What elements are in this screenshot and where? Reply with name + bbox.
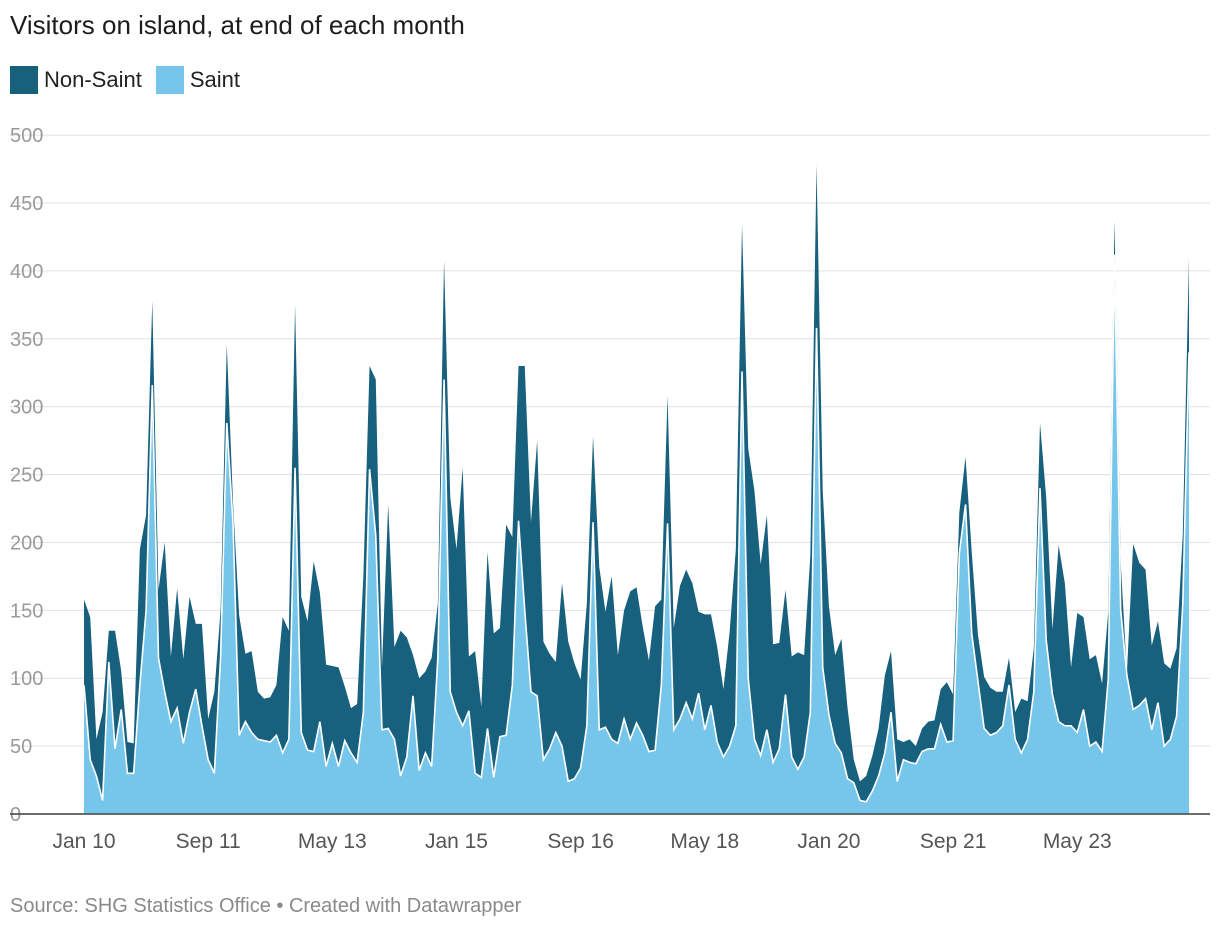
y-tick-label: 200 [10, 532, 43, 554]
y-tick-label: 0 [10, 804, 21, 826]
saint-area [84, 254, 1189, 815]
y-tick-label: 400 [10, 261, 43, 283]
legend-label-saint: Saint [189, 67, 240, 92]
x-tick-label: Jan 20 [797, 830, 860, 853]
y-tick-label: 150 [10, 600, 43, 622]
legend-swatch-non-saint [10, 66, 38, 94]
saint-boundary-line [83, 254, 1190, 803]
y-tick-label: 100 [10, 668, 43, 690]
x-tick-label: Sep 21 [920, 830, 987, 853]
y-tick-label: 500 [10, 125, 43, 147]
area-chart: 0 50 100 150 200 250 300 350 400 450 500 Jan 10 Sep … [10, 125, 1210, 853]
x-tick-label: Sep 16 [547, 830, 614, 853]
legend-item-saint[interactable]: Saint [155, 66, 240, 94]
legend-label-non-saint: Non-Saint [44, 67, 142, 92]
x-tick-label: Jan 10 [52, 830, 115, 853]
x-tick-label: May 23 [1043, 830, 1112, 853]
legend-item-non-saint[interactable]: Non-Saint [10, 66, 142, 94]
y-tick-label: 450 [10, 193, 43, 215]
non-saint-area [84, 165, 1189, 814]
legend-swatch-saint [155, 66, 184, 94]
y-tick-label: 300 [10, 397, 43, 419]
y-tick-label: 50 [10, 736, 32, 758]
chart-title: Visitors on island, at end of each month [10, 10, 465, 40]
x-tick-label: Jan 15 [425, 830, 488, 853]
x-tick-label: Sep 11 [176, 830, 241, 853]
source-note: Source: SHG Statistics Office • Created … [10, 895, 522, 917]
legend: Non-Saint Saint [10, 66, 240, 94]
x-tick-label: May 18 [670, 830, 739, 853]
x-tick-label: May 13 [298, 830, 367, 853]
y-tick-label: 350 [10, 329, 43, 351]
y-tick-label: 250 [10, 465, 43, 487]
